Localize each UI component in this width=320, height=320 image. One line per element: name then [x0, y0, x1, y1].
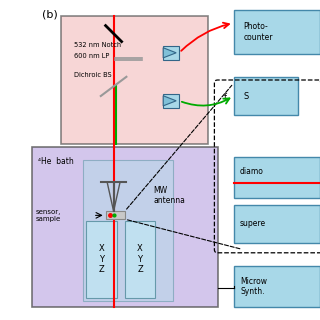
- Bar: [234, 157, 320, 198]
- Bar: [234, 77, 298, 115]
- Bar: [234, 205, 320, 243]
- Text: 532 nm Notch: 532 nm Notch: [74, 42, 121, 48]
- Text: f: f: [224, 93, 227, 102]
- Text: MW
antenna: MW antenna: [154, 186, 186, 205]
- Text: sensor,
sample: sensor, sample: [35, 209, 60, 222]
- Bar: [61, 16, 208, 144]
- Text: (b): (b): [42, 10, 57, 20]
- Bar: [234, 266, 320, 307]
- Bar: [234, 10, 320, 54]
- Bar: [163, 93, 179, 108]
- Bar: [106, 211, 125, 219]
- Bar: [32, 147, 218, 307]
- Bar: [125, 221, 155, 298]
- Text: Dichroic BS: Dichroic BS: [74, 72, 111, 78]
- Text: X
Y
Z: X Y Z: [137, 244, 143, 274]
- Text: diamo: diamo: [240, 167, 264, 176]
- Bar: [163, 46, 179, 60]
- Bar: [86, 221, 117, 298]
- Text: Photo-
counter: Photo- counter: [243, 22, 273, 42]
- Text: S: S: [243, 92, 248, 100]
- Text: 600 nm LP: 600 nm LP: [74, 53, 109, 59]
- Text: ⁴He  bath: ⁴He bath: [38, 157, 74, 166]
- Text: Microw
Synth.: Microw Synth.: [240, 277, 267, 296]
- Polygon shape: [163, 96, 176, 106]
- Text: X
Y
Z: X Y Z: [99, 244, 104, 274]
- Bar: [83, 160, 173, 301]
- Polygon shape: [163, 48, 176, 58]
- Text: supere: supere: [240, 220, 266, 228]
